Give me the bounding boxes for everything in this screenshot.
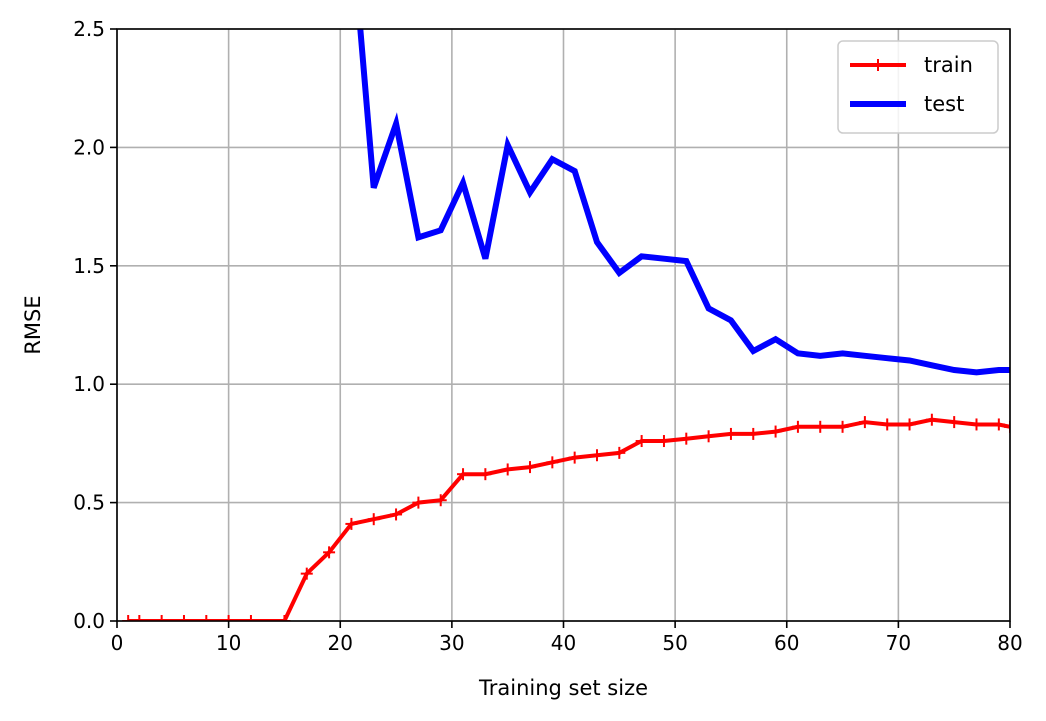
train-point: [222, 615, 235, 621]
train-point: [479, 468, 492, 481]
y-tick-label: 0.5: [73, 491, 105, 515]
train-point: [724, 427, 737, 440]
series-layer: [122, 29, 1010, 621]
train-point: [155, 615, 168, 621]
train-point: [948, 416, 961, 429]
train-point: [524, 461, 537, 474]
train-point: [769, 425, 782, 438]
train-point: [200, 615, 213, 621]
x-tick-label: 10: [216, 631, 241, 655]
train-point: [613, 446, 626, 459]
y-axis-label: RMSE: [21, 295, 45, 354]
train-point: [657, 435, 670, 448]
train-point: [457, 468, 470, 481]
train-point: [747, 427, 760, 440]
y-tick-label: 2.0: [73, 135, 105, 159]
train-point: [501, 463, 514, 476]
x-tick-label: 50: [662, 631, 687, 655]
train-point: [546, 456, 559, 469]
train-point: [244, 615, 257, 621]
x-tick-label: 60: [774, 631, 799, 655]
train-point: [300, 567, 313, 580]
train-point: [412, 496, 425, 509]
train-point: [925, 413, 938, 426]
y-tick-label: 1.5: [73, 254, 105, 278]
train-point: [858, 416, 871, 429]
train-point: [122, 615, 135, 621]
x-tick-label: 0: [111, 631, 124, 655]
train-point: [345, 517, 358, 530]
train-point: [434, 494, 447, 507]
x-tick-label: 30: [439, 631, 464, 655]
train-point: [702, 430, 715, 443]
x-axis-label: Training set size: [478, 676, 648, 700]
legend-label-train: train: [924, 53, 973, 77]
train-point: [278, 615, 291, 621]
x-tick-label: 40: [551, 631, 576, 655]
y-tick-label: 0.0: [73, 609, 105, 633]
y-tick-label: 2.5: [73, 17, 105, 41]
train-point: [881, 418, 894, 431]
train-point: [590, 449, 603, 462]
x-tick-label: 20: [328, 631, 353, 655]
train-point: [390, 508, 403, 521]
train-point: [133, 615, 146, 621]
axis-ticks: 0 10 20 30 40 50 60 70 80 0.0 0.5 1.0 1.5 2.0 2.5: [73, 17, 1023, 655]
x-tick-label: 70: [886, 631, 911, 655]
train-point: [814, 420, 827, 433]
train-point: [836, 420, 849, 433]
train-point: [970, 418, 983, 431]
train-point: [635, 435, 648, 448]
train-point: [791, 420, 804, 433]
train-point: [177, 615, 190, 621]
x-tick-label: 80: [997, 631, 1022, 655]
train-point: [680, 432, 693, 445]
train-point: [568, 451, 581, 464]
train-point: [367, 513, 380, 526]
series-line-test: [357, 29, 1010, 376]
y-tick-label: 1.0: [73, 372, 105, 396]
train-point: [323, 546, 336, 559]
legend: train test: [837, 40, 999, 134]
train-point: [1004, 420, 1010, 433]
legend-label-test: test: [924, 92, 964, 116]
train-point: [992, 418, 1005, 431]
train-point: [903, 418, 916, 431]
legend-box: [837, 40, 999, 134]
